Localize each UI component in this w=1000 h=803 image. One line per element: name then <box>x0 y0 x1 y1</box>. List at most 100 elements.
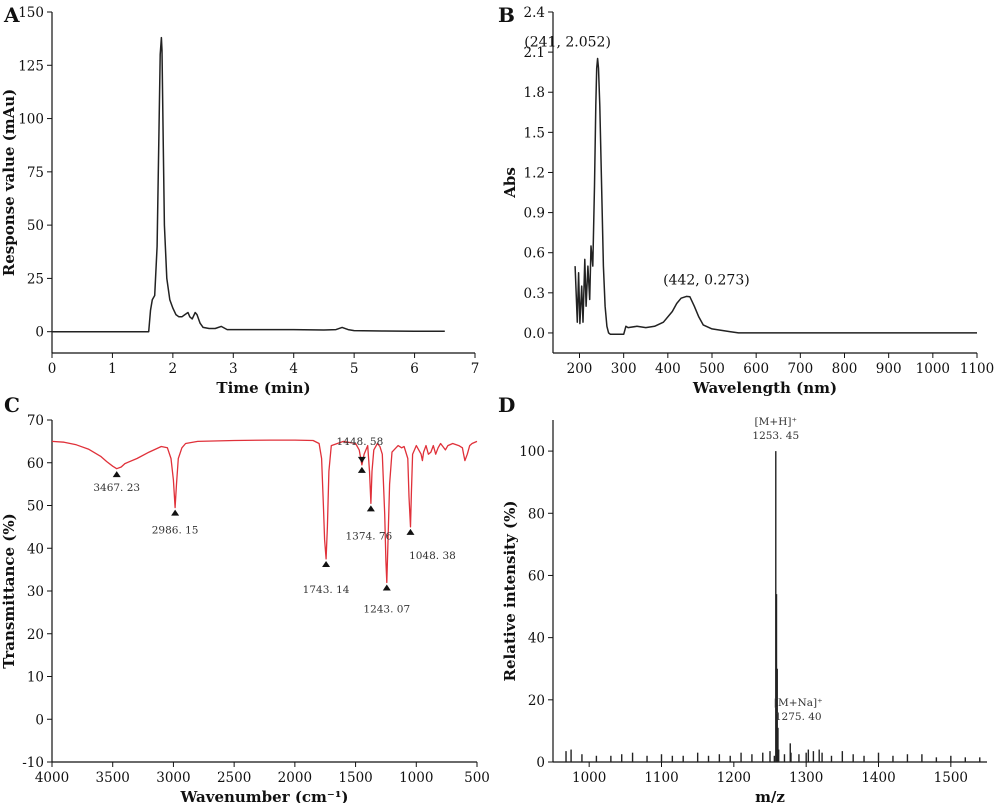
x-tick-label-a: 0 <box>48 361 57 377</box>
peak-label-c: 1448. 58 <box>337 436 384 448</box>
peak-label-d: 1275. 40 <box>775 711 822 723</box>
y-tick-label-b: 2.1 <box>524 45 545 61</box>
y-tick-label-d: 100 <box>519 444 545 460</box>
y-tick-label-d: 40 <box>528 631 545 647</box>
y-tick-label-a: 25 <box>27 271 44 287</box>
x-tick-label-b: 900 <box>876 361 902 377</box>
peak-label-d: [M+H]⁺ <box>755 416 797 428</box>
chart-panel-b: 200 300 400 500 600 700 800 900 1000 1100 0.0 0.3 0.… <box>501 5 994 397</box>
y-tick-label-a: 75 <box>27 165 44 181</box>
x-tick-label-d: 1200 <box>717 770 751 786</box>
y-tick-label-a: 100 <box>18 112 44 128</box>
y-tick-label-b: 0.6 <box>524 246 545 262</box>
y-tick-label-c: 70 <box>27 413 44 429</box>
peak-label-c: 2986. 15 <box>152 525 199 537</box>
y-tick-label-b: 1.2 <box>524 165 545 181</box>
x-axis-title-d: m/z <box>755 788 785 803</box>
y-tick-label-c: 50 <box>27 499 44 515</box>
x-tick-label-b: 400 <box>655 361 681 377</box>
peak-label-c: 1243. 07 <box>363 603 410 615</box>
x-tick-label-c: 2000 <box>278 770 312 786</box>
panel-letter-a: A <box>3 3 20 27</box>
peak-marker-c <box>171 509 180 516</box>
x-tick-label-c: 3500 <box>96 770 130 786</box>
y-tick-label-c: 20 <box>27 627 44 643</box>
y-axis-title-a: Response value (mAu) <box>0 89 18 276</box>
chart-panel-d: 1000 1100 1200 1300 1400 1500 0 20 40 60 80 100 m/z R… <box>501 416 987 803</box>
y-tick-label-c: 30 <box>27 584 44 600</box>
y-tick-label-b: 1.5 <box>524 125 545 141</box>
peak-marker-c <box>112 471 121 478</box>
x-tick-label-c: 1000 <box>399 770 433 786</box>
x-tick-label-c: 2500 <box>217 770 251 786</box>
x-tick-label-a: 7 <box>471 361 480 377</box>
x-tick-label-b: 1100 <box>960 361 994 377</box>
y-tick-label-c: 0 <box>35 712 44 728</box>
peak-marker-c <box>382 584 391 591</box>
series-line-a <box>52 36 445 333</box>
y-tick-label-d: 80 <box>528 506 545 522</box>
peak-annotation-b: (241, 2.052) <box>524 35 611 51</box>
x-tick-label-a: 6 <box>410 361 419 377</box>
x-tick-label-c: 500 <box>464 770 490 786</box>
x-tick-label-c: 4000 <box>35 770 69 786</box>
y-tick-label-a: 150 <box>18 5 44 21</box>
peak-marker-c <box>357 456 366 463</box>
x-tick-label-b: 200 <box>567 361 593 377</box>
x-tick-label-b: 1000 <box>916 361 950 377</box>
x-tick-label-b: 700 <box>787 361 813 377</box>
panel-letter-c: C <box>4 393 20 417</box>
peak-label-c: 1743. 14 <box>303 584 350 596</box>
x-tick-label-d: 1500 <box>934 770 968 786</box>
y-tick-label-b: 1.8 <box>524 85 545 101</box>
y-tick-label-b: 0.3 <box>524 286 545 302</box>
y-tick-label-a: 50 <box>27 218 44 234</box>
y-tick-label-a: 125 <box>18 58 44 74</box>
x-tick-label-d: 1000 <box>572 770 606 786</box>
peak-label-c: 1048. 38 <box>409 550 456 562</box>
x-tick-label-a: 2 <box>169 361 178 377</box>
peak-label-d: [M+Na]⁺ <box>774 697 823 709</box>
x-tick-label-a: 4 <box>289 361 298 377</box>
y-tick-label-b: 2.4 <box>524 5 545 21</box>
y-axis-title-d: Relative intensity (%) <box>501 501 519 682</box>
chart-panel-c: 4000 3500 3000 2500 2000 1500 1000 500 -10 0 10 20 3… <box>0 413 490 803</box>
peak-marker-c <box>357 466 366 473</box>
x-tick-label-d: 1100 <box>644 770 678 786</box>
panel-letter-d: D <box>498 393 515 417</box>
x-tick-label-b: 600 <box>743 361 769 377</box>
x-axis-title-b: Wavelength (nm) <box>692 379 837 397</box>
y-tick-label-d: 60 <box>528 568 545 584</box>
y-tick-label-d: 20 <box>528 693 545 709</box>
peak-label-c: 1374. 76 <box>345 530 392 542</box>
y-tick-label-c: 40 <box>27 541 44 557</box>
x-tick-label-b: 500 <box>699 361 725 377</box>
y-tick-label-b: 0.0 <box>524 326 545 342</box>
series-line-b <box>574 57 977 336</box>
y-tick-label-a: 0 <box>35 325 44 341</box>
peak-annotation-b: (442, 0.273) <box>663 272 750 288</box>
peak-marker-c <box>406 528 415 535</box>
y-tick-label-c: -10 <box>22 755 44 771</box>
x-tick-label-b: 800 <box>832 361 858 377</box>
y-tick-label-b: 0.9 <box>524 206 545 222</box>
x-tick-label-b: 300 <box>611 361 637 377</box>
x-tick-label-d: 1400 <box>861 770 895 786</box>
x-tick-label-a: 1 <box>108 361 117 377</box>
y-axis-title-b: Abs <box>501 167 519 199</box>
x-tick-label-d: 1300 <box>789 770 823 786</box>
peak-label-c: 3467. 23 <box>93 482 140 494</box>
y-tick-label-c: 10 <box>27 670 44 686</box>
series-line-c <box>51 439 478 584</box>
chart-panel-a: 0 1 2 3 4 5 6 7 0 25 50 75 100 125 150 Time (min) Respon… <box>0 5 479 397</box>
y-tick-label-d: 0 <box>536 755 545 771</box>
panel-letter-b: B <box>498 3 515 27</box>
y-tick-label-c: 60 <box>27 456 44 472</box>
x-axis-title-a: Time (min) <box>216 379 310 397</box>
x-tick-label-a: 3 <box>229 361 238 377</box>
x-tick-label-a: 5 <box>350 361 359 377</box>
y-axis-title-c: Transmittance (%) <box>0 513 18 668</box>
peak-label-d: 1253. 45 <box>752 430 799 442</box>
peak-marker-c <box>366 505 375 512</box>
